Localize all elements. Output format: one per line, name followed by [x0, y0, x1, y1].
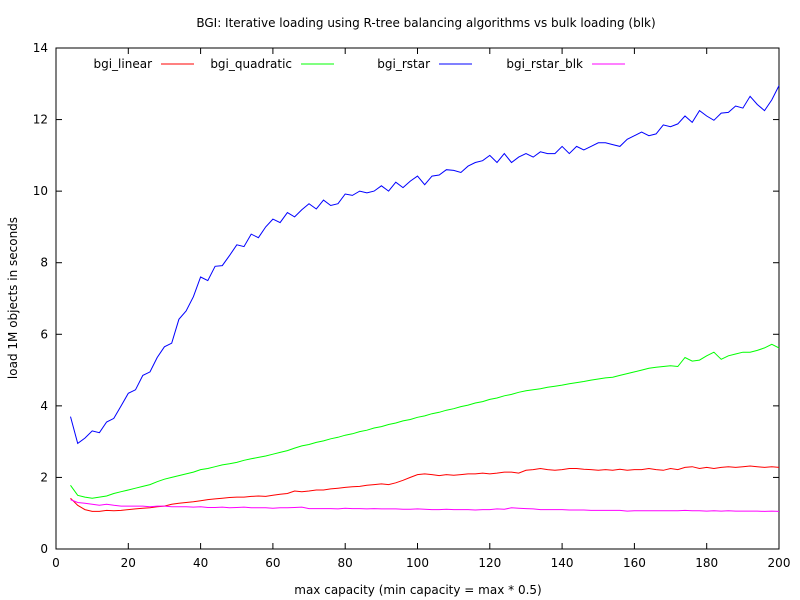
y-tick-label: 14 — [33, 41, 48, 55]
series-line-bgi-rstar-blk — [70, 499, 780, 512]
y-tick-label: 4 — [40, 399, 48, 413]
y-tick-label: 8 — [40, 256, 48, 270]
x-tick-label: 140 — [551, 556, 574, 570]
x-tick-label: 40 — [193, 556, 208, 570]
x-tick-label: 120 — [478, 556, 501, 570]
legend-label-bgi-rstar-blk: bgi_rstar_blk — [506, 57, 583, 71]
x-tick-label: 180 — [695, 556, 718, 570]
y-axis-label: load 1M objects in seconds — [6, 217, 20, 379]
x-tick-label: 80 — [338, 556, 353, 570]
x-tick-label: 20 — [121, 556, 136, 570]
y-tick-label: 10 — [33, 184, 48, 198]
x-tick-label: 160 — [623, 556, 646, 570]
series-line-bgi-linear — [70, 465, 780, 512]
legend-label-bgi-linear: bgi_linear — [93, 57, 152, 71]
plot-area: 0 20 40 60 80 100 120 140 160 180 200 0 2 4 6 8 10 12 14 bg… — [33, 41, 791, 570]
x-tick-label: 200 — [768, 556, 791, 570]
legend-label-bgi-rstar: bgi_rstar — [377, 57, 430, 71]
y-tick-label: 0 — [40, 542, 48, 556]
y-tick-label: 6 — [40, 327, 48, 341]
legend-label-bgi-quadratic: bgi_quadratic — [210, 57, 292, 71]
x-tick-label: 0 — [52, 556, 60, 570]
x-tick-label: 60 — [265, 556, 280, 570]
chart-title: BGI: Iterative loading using R-tree bala… — [196, 16, 655, 30]
y-tick-label: 2 — [40, 470, 48, 484]
series-line-bgi-rstar — [70, 85, 780, 445]
y-tick-label: 12 — [33, 113, 48, 127]
x-tick-label: 100 — [406, 556, 429, 570]
x-axis-label: max capacity (min capacity = max * 0.5) — [294, 583, 541, 597]
series-line-bgi-quadratic — [70, 343, 780, 499]
